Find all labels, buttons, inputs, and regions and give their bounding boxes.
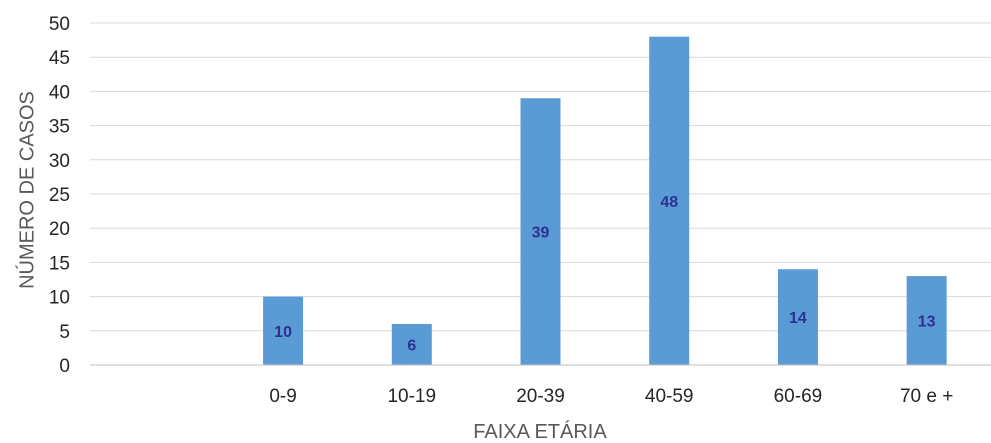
y-tick-label: 25 <box>49 185 70 206</box>
x-tick-label: 60-69 <box>774 386 823 407</box>
data-label: 13 <box>918 314 936 331</box>
x-tick-label: 40-59 <box>645 386 694 407</box>
y-tick-label: 30 <box>49 151 70 172</box>
y-tick-label: 35 <box>49 117 70 138</box>
x-tick-label: 70 e + <box>900 386 953 407</box>
y-tick-label: 20 <box>49 219 70 240</box>
y-tick-label: 0 <box>59 356 70 377</box>
data-label: 48 <box>660 194 678 211</box>
bar <box>906 276 947 365</box>
bar <box>649 36 690 366</box>
y-axis-title: NÚMERO DE CASOS <box>15 91 38 289</box>
bar <box>777 269 818 365</box>
data-label: 14 <box>789 310 807 327</box>
data-label: 10 <box>274 324 292 341</box>
y-tick-label: 5 <box>59 322 70 343</box>
bar <box>520 98 561 366</box>
bar <box>263 296 304 365</box>
y-tick-label: 15 <box>49 253 70 274</box>
x-tick-label: 20-39 <box>516 386 565 407</box>
x-tick-label: 10-19 <box>387 386 436 407</box>
data-label: 39 <box>532 225 550 242</box>
bars <box>263 36 947 366</box>
y-tick-label: 10 <box>49 288 70 309</box>
y-tick-label: 40 <box>49 82 70 103</box>
y-axis-ticks: 0 5 10 15 20 25 30 35 40 45 50 <box>49 14 70 377</box>
data-label: 6 <box>407 337 416 354</box>
x-axis-ticks: 0-9 10-19 20-39 40-59 60-69 70 e + <box>269 386 953 407</box>
y-tick-label: 45 <box>49 48 70 69</box>
x-axis-title: FAIXA ETÁRIA <box>473 420 607 443</box>
x-tick-label: 0-9 <box>269 386 296 407</box>
bar <box>391 323 432 365</box>
data-labels: 10 6 39 48 14 13 <box>274 194 935 355</box>
y-tick-label: 50 <box>49 14 70 35</box>
